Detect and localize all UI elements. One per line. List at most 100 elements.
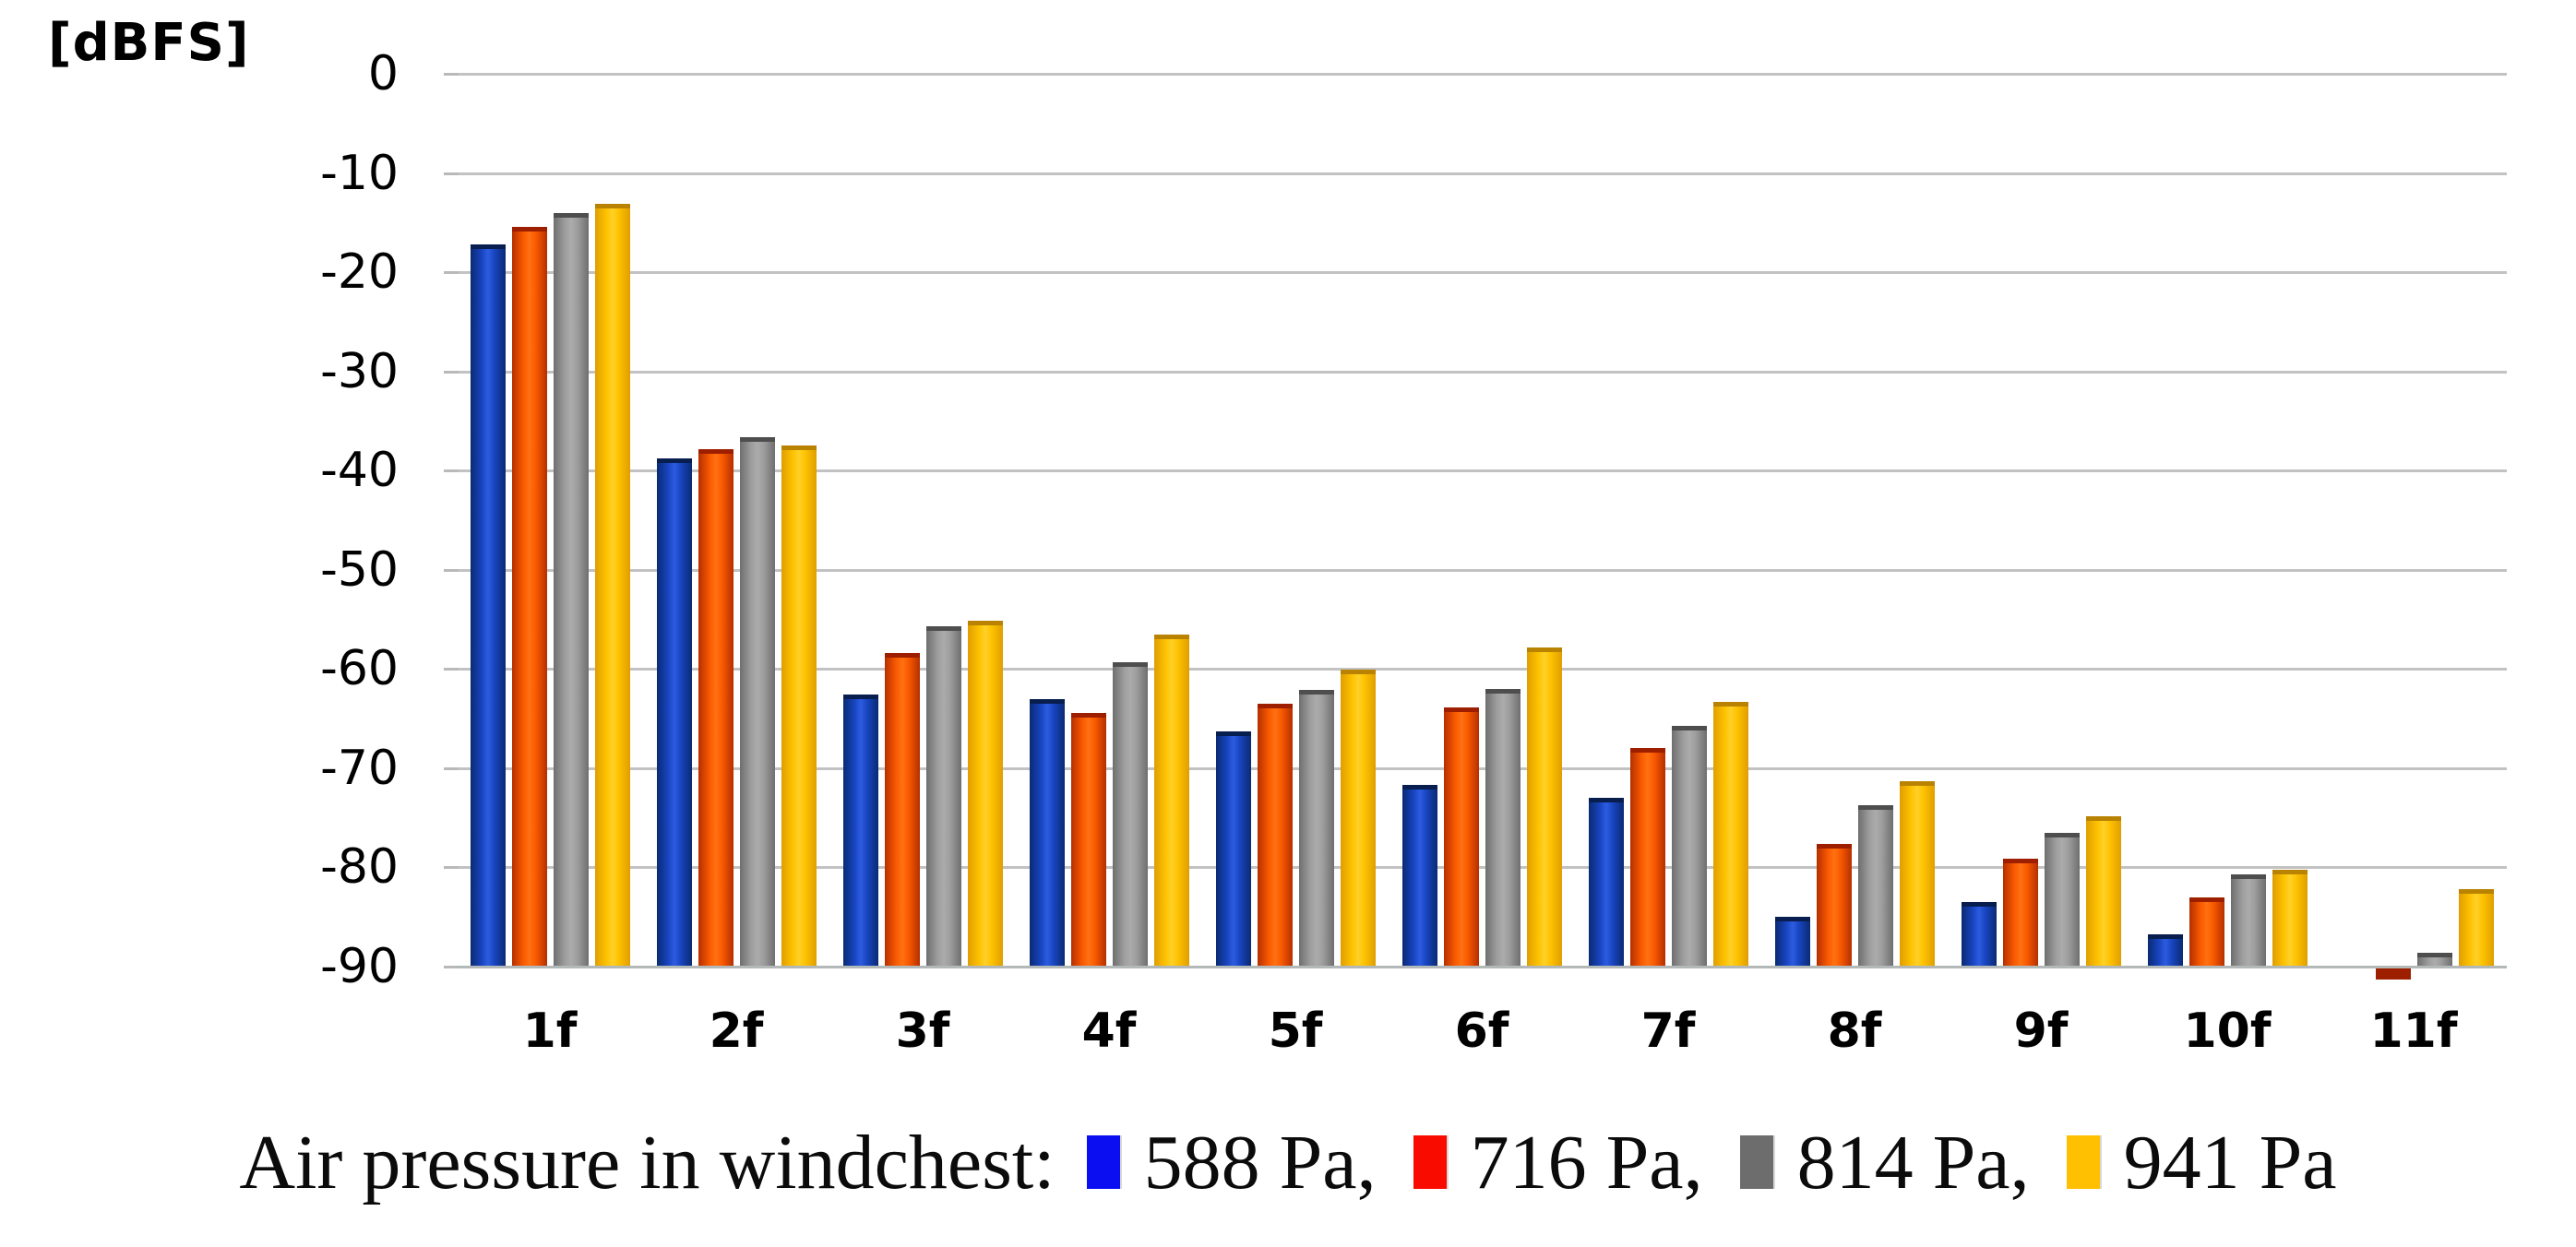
bar-814-pa-7f	[1672, 726, 1707, 968]
legend-label-588-pa: 588 Pa,	[1143, 1119, 1377, 1205]
bar-588-pa-6f	[1402, 785, 1437, 968]
y-tick-mark	[444, 569, 459, 572]
grid-line	[457, 767, 2507, 770]
bar-716-pa-9f	[2003, 859, 2038, 968]
grid-line	[457, 668, 2507, 671]
legend-item-941-pa: 941 Pa	[2066, 1118, 2337, 1207]
bar-588-pa-1f	[471, 244, 506, 968]
bar-814-pa-6f	[1485, 689, 1521, 968]
legend-swatch-941-pa	[2066, 1135, 2100, 1189]
x-axis-label: 6f	[1454, 1004, 1509, 1059]
y-tick-label: -90	[320, 939, 399, 994]
grid-line	[457, 271, 2507, 274]
grid-line	[457, 469, 2507, 472]
legend-swatch-588-pa	[1086, 1135, 1120, 1189]
legend-item-814-pa: 814 Pa,	[1739, 1118, 2030, 1207]
bar-941-pa-2f	[781, 445, 817, 968]
bar-588-pa-3f	[843, 695, 878, 968]
bar-716-pa-3f	[885, 653, 920, 968]
x-axis-line	[457, 966, 2507, 968]
y-tick-mark	[444, 172, 459, 175]
grid-line	[457, 371, 2507, 374]
bar-814-pa-11f	[2417, 953, 2452, 968]
x-axis-label: 8f	[1827, 1004, 1882, 1059]
legend-items: 588 Pa, 716 Pa, 814 Pa, 941 Pa	[1086, 1118, 2337, 1207]
bar-941-pa-7f	[1713, 702, 1748, 968]
legend-swatch-814-pa	[1739, 1135, 1773, 1189]
bar-716-pa-1f	[512, 227, 547, 968]
y-tick-mark	[444, 371, 459, 374]
legend-title: Air pressure in windchest:	[239, 1119, 1055, 1205]
bar-814-pa-8f	[1858, 805, 1893, 968]
bar-941-pa-4f	[1154, 635, 1189, 968]
legend-swatch-716-pa	[1413, 1135, 1447, 1189]
y-tick-label: -50	[320, 542, 399, 598]
bar-588-pa-9f	[1962, 902, 1997, 968]
x-axis-label: 1f	[522, 1004, 578, 1059]
y-tick-label: -80	[320, 839, 399, 895]
y-tick-mark	[444, 73, 459, 76]
bar-814-pa-2f	[740, 437, 775, 968]
legend-label-941-pa: 941 Pa	[2123, 1119, 2337, 1205]
x-axis-label: 3f	[895, 1004, 950, 1059]
x-axis-label: 10f	[2183, 1004, 2272, 1059]
bar-588-pa-10f	[2148, 934, 2183, 968]
legend: Air pressure in windchest: 588 Pa, 716 Pa…	[0, 1098, 2576, 1227]
bar-588-pa-5f	[1216, 731, 1251, 968]
y-tick-label: -60	[320, 641, 399, 696]
bar-588-pa-4f	[1030, 699, 1065, 968]
legend-label-814-pa: 814 Pa,	[1796, 1119, 2030, 1205]
y-tick-mark	[444, 966, 459, 968]
bar-941-pa-5f	[1341, 670, 1376, 968]
bar-716-pa-10f	[2189, 897, 2224, 968]
y-tick-mark	[444, 668, 459, 671]
bar-941-pa-1f	[595, 204, 630, 968]
bar-941-pa-11f	[2459, 889, 2494, 968]
x-axis-label: 7f	[1640, 1004, 1696, 1059]
bar-588-pa-7f	[1589, 798, 1624, 968]
bar-814-pa-1f	[554, 213, 589, 968]
y-tick-label: 0	[367, 46, 399, 101]
y-tick-label: -70	[320, 741, 399, 796]
legend-item-716-pa: 716 Pa,	[1413, 1118, 1703, 1207]
x-axis-label: 2f	[709, 1004, 764, 1059]
legend-item-588-pa: 588 Pa,	[1086, 1118, 1377, 1207]
legend-label-716-pa: 716 Pa,	[1470, 1119, 1703, 1205]
bar-814-pa-10f	[2231, 874, 2266, 968]
y-tick-label: -20	[320, 244, 399, 300]
bar-716-pa-7f	[1630, 748, 1665, 968]
y-axis-unit-label: [dBFS]	[48, 13, 250, 73]
bar-716-pa-5f	[1258, 704, 1293, 968]
grid-line	[457, 73, 2507, 76]
bar-716-pa-8f	[1817, 844, 1852, 968]
y-tick-mark	[444, 767, 459, 770]
y-tick-label: -10	[320, 146, 399, 201]
y-tick-mark	[444, 866, 459, 869]
bar-941-pa-10f	[2272, 870, 2308, 968]
grid-line	[457, 172, 2507, 175]
x-axis-label: 5f	[1268, 1004, 1323, 1059]
bar-588-pa-2f	[657, 458, 692, 968]
y-tick-mark	[444, 271, 459, 274]
bar-814-pa-5f	[1299, 690, 1334, 968]
bar-716-pa-2f	[698, 449, 733, 968]
bar-941-pa-3f	[968, 621, 1003, 968]
x-axis-label: 4f	[1081, 1004, 1137, 1059]
bar-588-pa-8f	[1775, 917, 1810, 968]
grid-line	[457, 569, 2507, 572]
bar-941-pa-6f	[1527, 647, 1562, 968]
y-tick-label: -30	[320, 344, 399, 399]
bar-716-pa-6f	[1444, 707, 1479, 968]
grid-line	[457, 866, 2507, 869]
bar-941-pa-9f	[2086, 816, 2121, 968]
y-tick-mark	[444, 469, 459, 472]
bar-814-pa-3f	[926, 626, 961, 968]
bar-814-pa-4f	[1113, 662, 1148, 968]
x-axis-label: 11f	[2369, 1004, 2458, 1059]
bar-941-pa-8f	[1900, 781, 1935, 968]
y-tick-label: -40	[320, 443, 399, 498]
bar-716-pa-4f	[1071, 713, 1106, 968]
bar-716-pa-11f	[2376, 968, 2411, 980]
